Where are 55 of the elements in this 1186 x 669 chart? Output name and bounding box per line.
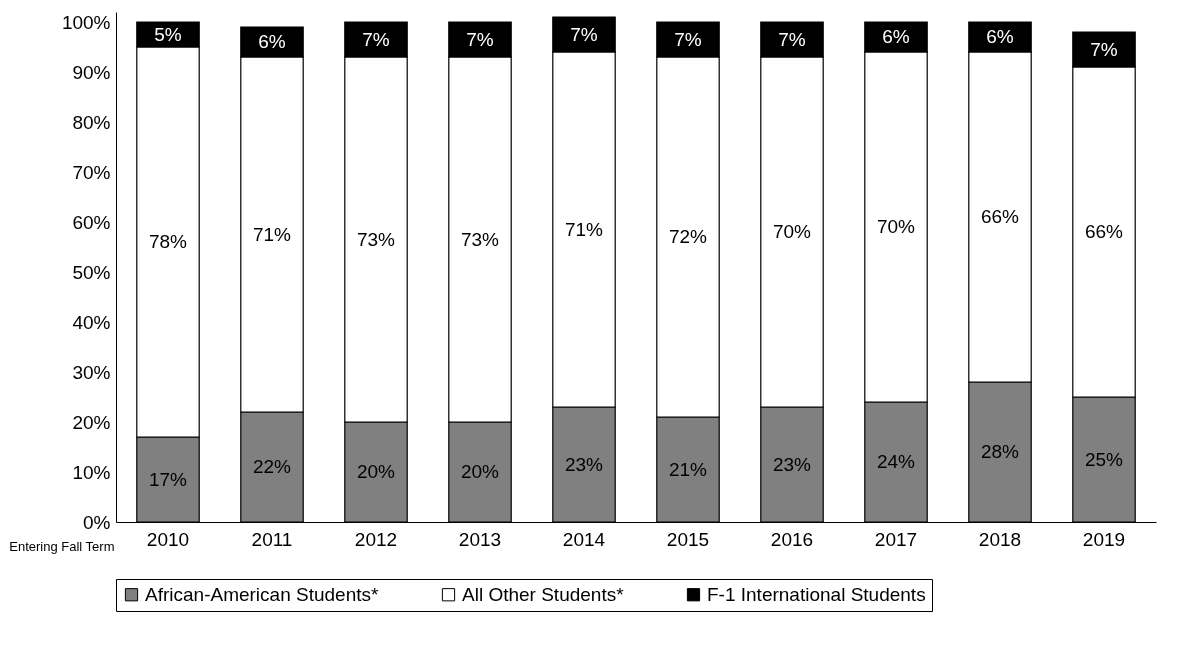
data-label: 24% bbox=[876, 451, 916, 472]
data-label: 6% bbox=[882, 26, 910, 47]
data-label: 6% bbox=[986, 26, 1014, 47]
data-label: 23% bbox=[564, 453, 604, 475]
y-tick-label: 90% bbox=[72, 61, 111, 83]
y-tick-label: 50% bbox=[72, 261, 111, 283]
data-label: 7% bbox=[778, 28, 806, 50]
y-tick-label: 70% bbox=[72, 161, 111, 183]
data-label: 23% bbox=[772, 453, 812, 475]
data-label: 25% bbox=[1084, 448, 1124, 470]
data-label: 7% bbox=[570, 23, 598, 45]
y-tick-label: 10% bbox=[72, 461, 111, 483]
y-tick-label: 20% bbox=[72, 411, 111, 433]
x-tick-label: 2013 bbox=[458, 528, 502, 550]
data-label: 70% bbox=[772, 221, 812, 242]
x-tick-label: 2017 bbox=[874, 528, 918, 550]
data-label: 71% bbox=[564, 218, 604, 240]
y-tick-label: 30% bbox=[72, 361, 111, 383]
data-label: 7% bbox=[466, 28, 494, 50]
data-label: 73% bbox=[356, 228, 396, 250]
legend-label: All Other Students* bbox=[462, 583, 625, 605]
data-label: 17% bbox=[148, 468, 188, 490]
y-tick-label: 80% bbox=[72, 111, 111, 133]
x-axis-title: Entering Fall Term bbox=[9, 538, 115, 554]
data-label: 20% bbox=[460, 461, 500, 482]
x-tick-label: 2011 bbox=[251, 528, 293, 550]
data-label: 7% bbox=[1090, 38, 1118, 60]
data-label: 20% bbox=[356, 461, 396, 482]
data-label: 73% bbox=[460, 228, 500, 250]
x-tick-label: 2010 bbox=[146, 528, 190, 550]
x-tick-label: 2018 bbox=[978, 528, 1022, 550]
legend-label: African-American Students* bbox=[145, 583, 379, 605]
data-label: 28% bbox=[980, 441, 1020, 462]
data-label: 78% bbox=[148, 231, 188, 252]
x-tick-label: 2012 bbox=[354, 528, 398, 550]
x-tick-label: 2014 bbox=[562, 528, 606, 550]
y-tick-label: 0% bbox=[83, 511, 111, 533]
data-label: 7% bbox=[362, 28, 390, 50]
x-tick-label: 2016 bbox=[770, 528, 814, 550]
data-label: 70% bbox=[876, 216, 916, 237]
data-label: 71% bbox=[252, 223, 292, 245]
x-tick-label: 2019 bbox=[1082, 528, 1126, 550]
y-tick-label: 60% bbox=[72, 211, 111, 233]
y-tick-label: 100% bbox=[61, 11, 111, 33]
data-label: 72% bbox=[668, 226, 708, 247]
data-label: 6% bbox=[258, 31, 286, 52]
y-tick-label: 40% bbox=[72, 311, 111, 333]
data-label: 66% bbox=[1084, 221, 1124, 242]
data-label: 22% bbox=[252, 456, 292, 477]
data-label: 21% bbox=[668, 458, 708, 480]
data-label: 66% bbox=[980, 206, 1020, 227]
legend-label: F-1 International Students bbox=[707, 583, 926, 605]
x-tick-label: 2015 bbox=[666, 528, 710, 550]
data-label: 5% bbox=[154, 23, 182, 45]
data-label: 7% bbox=[674, 28, 702, 50]
